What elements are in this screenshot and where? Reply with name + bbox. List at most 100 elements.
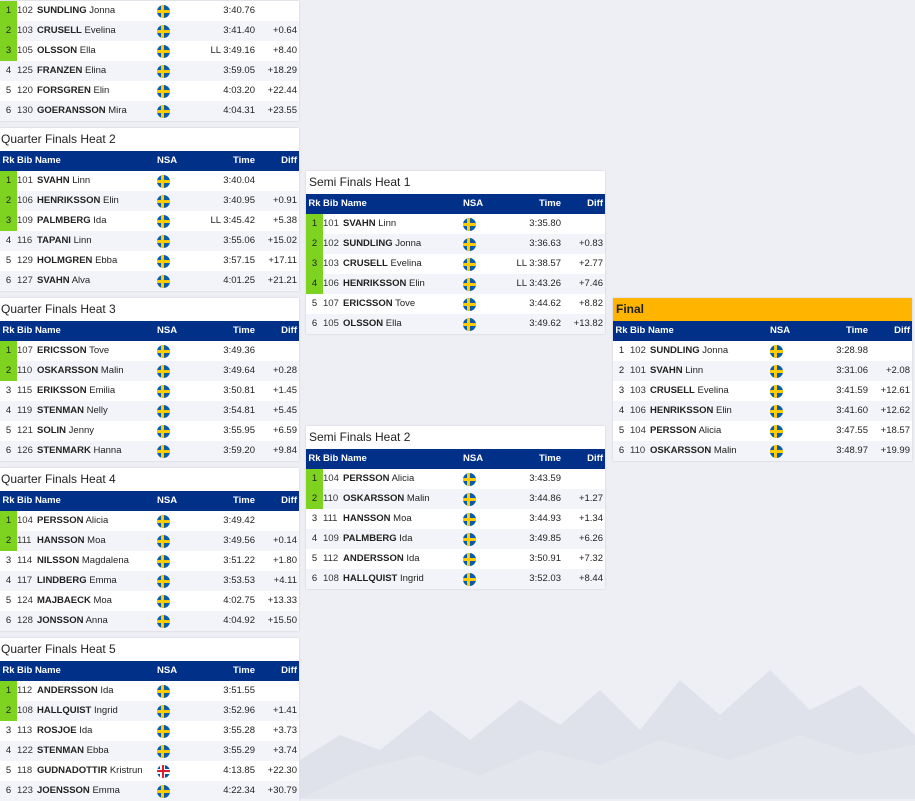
result-row[interactable]: 5 112 ANDERSSON Ida 3:50.91 +7.32 <box>306 549 605 569</box>
athlete-name[interactable]: ANDERSSON Ida <box>37 681 157 701</box>
result-row[interactable]: 3 113 ROSJOE Ida 3:55.28 +3.73 <box>0 721 299 741</box>
result-row[interactable]: 5 120 FORSGREN Elin 4:03.20 +22.44 <box>0 81 299 101</box>
result-row[interactable]: 3 109 PALMBERG Ida LL 3:45.42 +5.38 <box>0 211 299 231</box>
rank: 3 <box>5 725 12 736</box>
result-row[interactable]: 1 104 PERSSON Alicia 3:49.42 <box>0 511 299 531</box>
athlete-name[interactable]: TAPANI Linn <box>37 231 157 251</box>
nsa-cell <box>157 551 205 571</box>
athlete-name[interactable]: PERSSON Alicia <box>37 511 157 531</box>
result-row[interactable]: 3 114 NILSSON Magdalena 3:51.22 +1.80 <box>0 551 299 571</box>
result-row[interactable]: 1 102 SUNDLING Jonna 3:28.98 <box>613 341 912 361</box>
athlete-name[interactable]: GUDNADOTTIR Kristrun <box>37 761 157 781</box>
athlete-name[interactable]: HOLMGREN Ebba <box>37 251 157 271</box>
result-row[interactable]: 6 130 GOERANSSON Mira 4:04.31 +23.55 <box>0 101 299 121</box>
athlete-name[interactable]: CRUSELL Evelina <box>343 254 463 274</box>
result-row[interactable]: 5 118 GUDNADOTTIR Kristrun 4:13.85 +22.30 <box>0 761 299 781</box>
result-row[interactable]: 1 104 PERSSON Alicia 3:43.59 <box>306 469 605 489</box>
athlete-name[interactable]: SVAHN Linn <box>37 171 157 191</box>
result-row[interactable]: 2 103 CRUSELL Evelina 3:41.40 +0.64 <box>0 21 299 41</box>
athlete-name[interactable]: PERSSON Alicia <box>650 421 770 441</box>
athlete-name[interactable]: MAJBAECK Moa <box>37 591 157 611</box>
result-row[interactable]: 2 102 SUNDLING Jonna 3:36.63 +0.83 <box>306 234 605 254</box>
athlete-name[interactable]: PALMBERG Ida <box>37 211 157 231</box>
result-row[interactable]: 6 108 HALLQUIST Ingrid 3:52.03 +8.44 <box>306 569 605 589</box>
result-row[interactable]: 3 103 CRUSELL Evelina 3:41.59 +12.61 <box>613 381 912 401</box>
result-row[interactable]: 1 102 SUNDLING Jonna 3:40.76 <box>0 1 299 21</box>
athlete-name[interactable]: ROSJOE Ida <box>37 721 157 741</box>
athlete-name[interactable]: ERICSSON Tove <box>37 341 157 361</box>
result-row[interactable]: 2 110 OSKARSSON Malin 3:49.64 +0.28 <box>0 361 299 381</box>
result-row[interactable]: 1 107 ERICSSON Tove 3:49.36 <box>0 341 299 361</box>
athlete-name[interactable]: STENMARK Hanna <box>37 441 157 461</box>
result-row[interactable]: 5 104 PERSSON Alicia 3:47.55 +18.57 <box>613 421 912 441</box>
result-row[interactable]: 4 106 HENRIKSSON Elin LL 3:43.26 +7.46 <box>306 274 605 294</box>
result-row[interactable]: 6 127 SVAHN Alva 4:01.25 +21.21 <box>0 271 299 291</box>
result-row[interactable]: 1 112 ANDERSSON Ida 3:51.55 <box>0 681 299 701</box>
result-row[interactable]: 2 108 HALLQUIST Ingrid 3:52.96 +1.41 <box>0 701 299 721</box>
athlete-name[interactable]: OSKARSSON Malin <box>343 489 463 509</box>
athlete-name[interactable]: STENMAN Ebba <box>37 741 157 761</box>
athlete-name[interactable]: SUNDLING Jonna <box>37 1 157 21</box>
athlete-name[interactable]: SUNDLING Jonna <box>343 234 463 254</box>
athlete-name[interactable]: HANSSON Moa <box>37 531 157 551</box>
result-row[interactable]: 6 123 JOENSSON Emma 4:22.34 +30.79 <box>0 781 299 801</box>
athlete-name[interactable]: ERICSSON Tove <box>343 294 463 314</box>
result-row[interactable]: 6 105 OLSSON Ella 3:49.62 +13.82 <box>306 314 605 334</box>
result-row[interactable]: 4 122 STENMAN Ebba 3:55.29 +3.74 <box>0 741 299 761</box>
result-row[interactable]: 2 101 SVAHN Linn 3:31.06 +2.08 <box>613 361 912 381</box>
athlete-name[interactable]: OSKARSSON Malin <box>37 361 157 381</box>
athlete-name[interactable]: OLSSON Ella <box>343 314 463 334</box>
result-row[interactable]: 3 115 ERIKSSON Emilia 3:50.81 +1.45 <box>0 381 299 401</box>
athlete-name[interactable]: OSKARSSON Malin <box>650 441 770 461</box>
athlete-name[interactable]: ANDERSSON Ida <box>343 549 463 569</box>
athlete-name[interactable]: HANSSON Moa <box>343 509 463 529</box>
result-row[interactable]: 3 103 CRUSELL Evelina LL 3:38.57 +2.77 <box>306 254 605 274</box>
athlete-name[interactable]: SVAHN Alva <box>37 271 157 291</box>
result-row[interactable]: 4 119 STENMAN Nelly 3:54.81 +5.45 <box>0 401 299 421</box>
result-row[interactable]: 4 116 TAPANI Linn 3:55.06 +15.02 <box>0 231 299 251</box>
result-row[interactable]: 5 129 HOLMGREN Ebba 3:57.15 +17.11 <box>0 251 299 271</box>
athlete-name[interactable]: SVAHN Linn <box>650 361 770 381</box>
athlete-name[interactable]: HENRIKSSON Elin <box>37 191 157 211</box>
athlete-name[interactable]: OLSSON Ella <box>37 41 157 61</box>
time: 3:59.20 <box>223 445 255 456</box>
result-row[interactable]: 1 101 SVAHN Linn 3:35.80 <box>306 214 605 234</box>
athlete-name[interactable]: CRUSELL Evelina <box>650 381 770 401</box>
result-row[interactable]: 4 106 HENRIKSSON Elin 3:41.60 +12.62 <box>613 401 912 421</box>
result-row[interactable]: 4 117 LINDBERG Emma 3:53.53 +4.11 <box>0 571 299 591</box>
athlete-name[interactable]: STENMAN Nelly <box>37 401 157 421</box>
result-row[interactable]: 1 101 SVAHN Linn 3:40.04 <box>0 171 299 191</box>
athlete-name[interactable]: PALMBERG Ida <box>343 529 463 549</box>
result-row[interactable]: 4 125 FRANZEN Elina 3:59.05 +18.29 <box>0 61 299 81</box>
athlete-name[interactable]: HENRIKSSON Elin <box>650 401 770 421</box>
result-row[interactable]: 5 107 ERICSSON Tove 3:44.62 +8.82 <box>306 294 605 314</box>
result-row[interactable]: 6 128 JONSSON Anna 4:04.92 +15.50 <box>0 611 299 631</box>
result-row[interactable]: 2 106 HENRIKSSON Elin 3:40.95 +0.91 <box>0 191 299 211</box>
result-row[interactable]: 5 121 SOLIN Jenny 3:55.95 +6.59 <box>0 421 299 441</box>
result-row[interactable]: 4 109 PALMBERG Ida 3:49.85 +6.26 <box>306 529 605 549</box>
athlete-name[interactable]: CRUSELL Evelina <box>37 21 157 41</box>
result-row[interactable]: 6 110 OSKARSSON Malin 3:48.97 +19.99 <box>613 441 912 461</box>
result-row[interactable]: 3 105 OLSSON Ella LL 3:49.16 +8.40 <box>0 41 299 61</box>
athlete-name[interactable]: FRANZEN Elina <box>37 61 157 81</box>
athlete-name[interactable]: PERSSON Alicia <box>343 469 463 489</box>
result-row[interactable]: 6 126 STENMARK Hanna 3:59.20 +9.84 <box>0 441 299 461</box>
athlete-name[interactable]: HENRIKSSON Elin <box>343 274 463 294</box>
athlete-name[interactable]: NILSSON Magdalena <box>37 551 157 571</box>
athlete-name[interactable]: LINDBERG Emma <box>37 571 157 591</box>
athlete-name[interactable]: HALLQUIST Ingrid <box>37 701 157 721</box>
athlete-name[interactable]: GOERANSSON Mira <box>37 101 157 121</box>
athlete-name[interactable]: SOLIN Jenny <box>37 421 157 441</box>
athlete-name[interactable]: SVAHN Linn <box>343 214 463 234</box>
athlete-name[interactable]: HALLQUIST Ingrid <box>343 569 463 589</box>
result-row[interactable]: 2 111 HANSSON Moa 3:49.56 +0.14 <box>0 531 299 551</box>
athlete-name[interactable]: JONSSON Anna <box>37 611 157 631</box>
athlete-name[interactable]: ERIKSSON Emilia <box>37 381 157 401</box>
result-row[interactable]: 2 110 OSKARSSON Malin 3:44.86 +1.27 <box>306 489 605 509</box>
athlete-name[interactable]: FORSGREN Elin <box>37 81 157 101</box>
athlete-name[interactable]: JOENSSON Emma <box>37 781 157 801</box>
athlete-name[interactable]: SUNDLING Jonna <box>650 341 770 361</box>
result-row[interactable]: 3 111 HANSSON Moa 3:44.93 +1.34 <box>306 509 605 529</box>
result-row[interactable]: 5 124 MAJBAECK Moa 4:02.75 +13.33 <box>0 591 299 611</box>
col-time: Time <box>538 453 561 464</box>
